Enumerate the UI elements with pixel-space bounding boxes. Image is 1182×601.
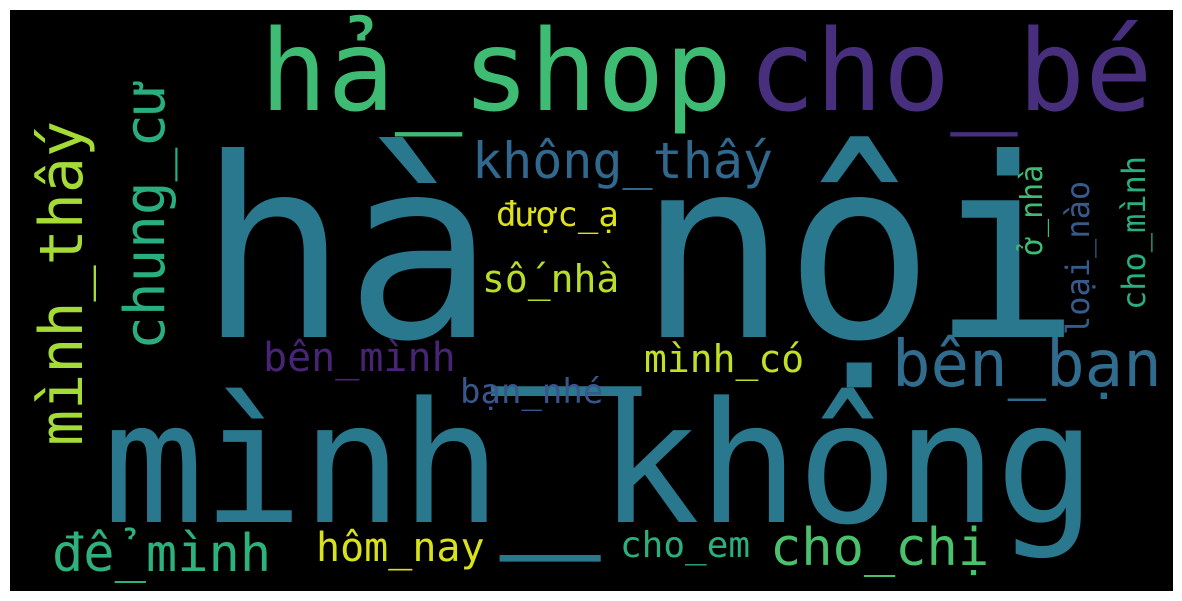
word-minh-co: mình_có [644,337,805,381]
word-cho-chi: cho_chị [770,518,990,578]
word-o-nha: ở_nhà [1015,164,1050,255]
word-ben-ban: bên_bạn [892,328,1162,402]
word-ha-noi: hà_nội [198,105,1081,396]
word-cho-em: cho_em [620,525,751,566]
word-ha-shop: hả_shop [260,10,733,137]
word-hom-nay: hôm_nay [316,525,485,571]
word-minh-thay: mình_thấy [27,120,97,446]
word-so-nha: số_nhà [482,257,620,301]
word-de-minh: để_mình [52,524,272,584]
word-cloud-canvas: hà_nội mình_không hả_shop cho_bé mình_th… [10,10,1173,591]
word-duoc-a: được_ạ [496,195,619,235]
word-cho-be: cho_bé [748,10,1153,137]
word-chung-cu: chung_cư [113,80,178,350]
word-cho-minh: cho_mình [1115,155,1153,310]
word-loai-nao: loại_nào [1059,180,1097,335]
word-ben-minh: bên_mình [263,335,456,381]
word-ban-nhe: bạn_nhé [460,372,604,412]
word-minh-khong: mình_không [103,366,1096,562]
word-khong-thay: không_thấy [472,132,774,190]
